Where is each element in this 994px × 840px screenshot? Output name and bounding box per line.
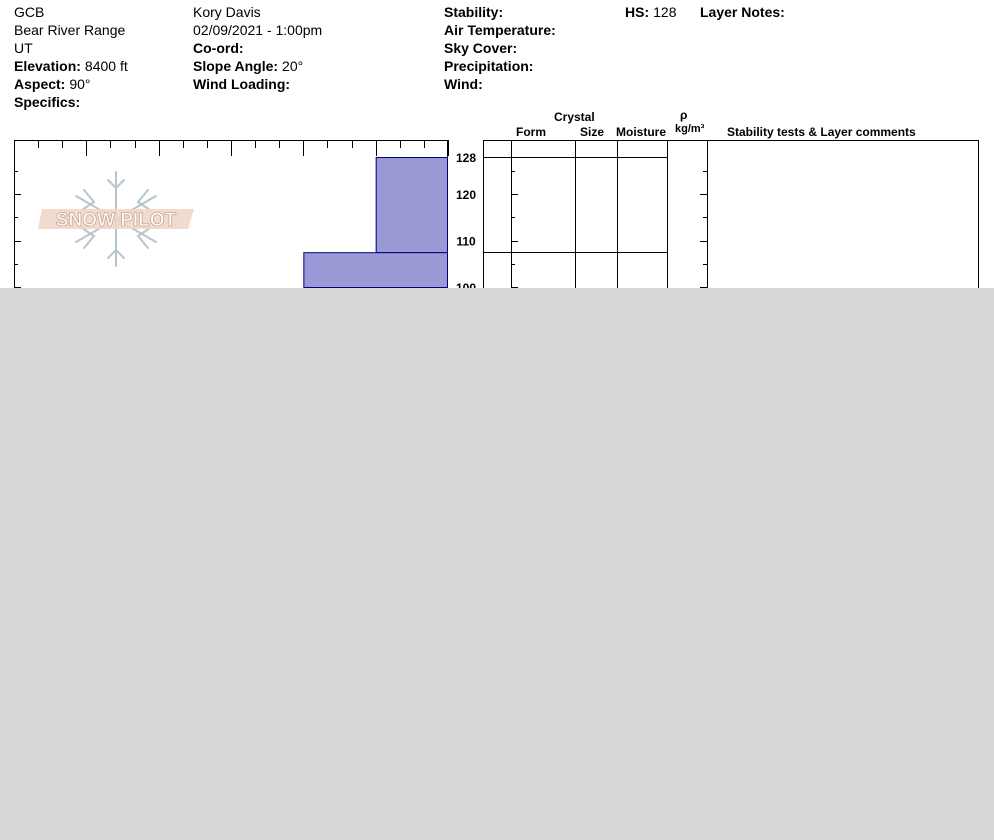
logo-text: SNOW PILOT <box>56 210 177 231</box>
wind-label: Wind: <box>444 76 483 92</box>
aspect-label: Aspect: <box>14 76 66 92</box>
hs-field: HS: 128 <box>625 3 676 21</box>
table-rows <box>483 157 667 253</box>
slope-angle-label: Slope Angle: <box>193 58 279 74</box>
slope-angle-field: Slope Angle: 20° <box>193 57 303 75</box>
logo-banner <box>38 209 194 229</box>
hs-label: HS: <box>625 4 650 20</box>
height-tick-label: 128 <box>456 151 476 165</box>
hardness-plot <box>14 140 449 300</box>
form-header: Form <box>516 125 546 139</box>
hs-value: 128 <box>653 4 677 20</box>
sky-cover-label: Sky Cover: <box>444 40 518 56</box>
size-header: Size <box>580 125 605 139</box>
slope-angle-value: 20° <box>282 58 304 74</box>
top-ticks <box>14 140 449 156</box>
state: UT <box>14 40 33 56</box>
wind-loading-field: Wind Loading: <box>193 75 294 93</box>
observation-datetime: 02/09/2021 - 1:00pm <box>193 22 323 38</box>
sky-cover-field: Sky Cover: <box>444 39 521 57</box>
layer-bar <box>303 252 449 289</box>
stability-label: Stability: <box>444 4 504 20</box>
elevation-label: Elevation: <box>14 58 81 74</box>
layer-bar <box>375 157 448 254</box>
mountain-range: Bear River Range <box>14 22 126 38</box>
location-name: GCB <box>14 4 45 20</box>
stability-field: Stability: <box>444 3 507 21</box>
height-tick-label: 110 <box>456 235 476 249</box>
precipitation-label: Precipitation: <box>444 58 534 74</box>
specifics-field: Specifics: <box>14 93 84 111</box>
elevation-field: Elevation: 8400 ft <box>14 57 128 75</box>
precipitation-field: Precipitation: <box>444 57 537 75</box>
height-axis-labels: 128120110100 <box>456 151 476 295</box>
density-unit-header: kg/m³ <box>675 123 705 135</box>
comments-header: Stability tests & Layer comments <box>727 125 916 139</box>
table-ticks <box>511 171 707 288</box>
snow-profile-chart: SNOW PILOT 128120110100 <box>14 140 979 300</box>
air-temperature-field: Air Temperature: <box>444 21 560 39</box>
specifics-label: Specifics: <box>14 94 81 110</box>
aspect-field: Aspect: 90° <box>14 75 91 93</box>
crystal-header: Crystal <box>554 110 595 124</box>
wind-loading-label: Wind Loading: <box>193 76 291 92</box>
gray-overlay <box>0 288 994 840</box>
moisture-header: Moisture <box>616 125 667 139</box>
layer-notes-field: Layer Notes: <box>700 3 789 21</box>
observer-name: Kory Davis <box>193 4 261 20</box>
layer-table <box>483 140 979 300</box>
layer-notes-label: Layer Notes: <box>700 4 785 20</box>
elevation-value: 8400 ft <box>84 58 128 74</box>
aspect-value: 90° <box>69 76 91 92</box>
height-tick-label: 120 <box>456 188 476 202</box>
layer-bars <box>303 157 449 289</box>
wind-field: Wind: <box>444 75 487 93</box>
coord-field: Co-ord: <box>193 39 248 57</box>
snowpilot-logo: SNOW PILOT <box>38 171 194 267</box>
coord-label: Co-ord: <box>193 40 244 56</box>
rho-header: ρ <box>680 108 688 122</box>
air-temperature-label: Air Temperature: <box>444 22 556 38</box>
